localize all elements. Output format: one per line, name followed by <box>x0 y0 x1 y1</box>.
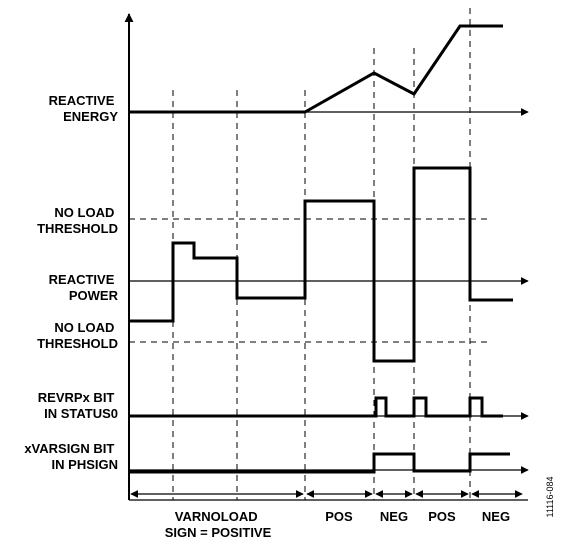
reactive-energy-trace <box>129 24 503 114</box>
no-load-threshold-lower-label: NO LOAD THRESHOLD <box>37 320 118 351</box>
figure-id: 11116-084 <box>545 476 555 517</box>
segment-label-neg2: NEG <box>482 509 510 524</box>
reactive-energy-label: REACTIVE ENERGY <box>49 93 119 124</box>
revrp-bit-trace <box>129 396 503 418</box>
segment-label-pos2: POS <box>428 509 456 524</box>
reactive-power-label: REACTIVE POWER <box>49 272 119 303</box>
varsign-bit-label: xVARSIGN BIT IN PHSIGN <box>24 441 118 472</box>
reactive-power-trace <box>129 166 513 363</box>
segment-label-neg1: NEG <box>380 509 408 524</box>
segment-label-pos1: POS <box>325 509 353 524</box>
time-markers <box>172 8 471 500</box>
revrp-bit-label: REVRPx BIT IN STATUS0 <box>38 390 118 421</box>
no-load-threshold-upper-label: NO LOAD THRESHOLD <box>37 205 118 236</box>
segment-label-varnoload: VARNOLOAD SIGN = POSITIVE <box>165 509 272 540</box>
varsign-bit-trace <box>129 452 510 474</box>
